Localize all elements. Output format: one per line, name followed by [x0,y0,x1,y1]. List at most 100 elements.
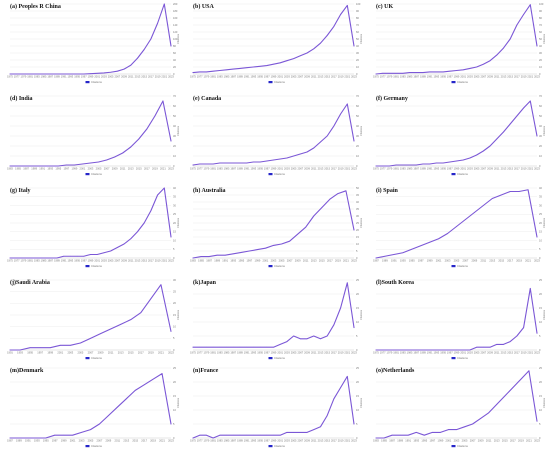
data-point [395,164,397,166]
data-point [509,123,511,125]
data-point [206,346,207,348]
y-tick-label: 15 [356,394,359,398]
x-tick-label: 1999 [271,75,277,79]
x-tick-label: 1989 [214,259,220,263]
x-tick-label: 1991 [39,167,45,171]
data-point [518,191,520,192]
data-point [259,434,261,436]
x-tick-label: 2009 [121,259,127,263]
series-line [9,100,172,167]
x-tick-label: 2013 [118,351,124,355]
x-tick-label: 2011 [128,75,134,79]
series-line [9,284,172,351]
data-point [383,437,385,439]
x-tick-label: 2011 [303,259,309,263]
data-point [116,406,118,408]
x-tick-label: 2013 [135,259,141,263]
legend-label: Citations [274,264,285,268]
x-tick-label: 1985 [407,167,413,171]
x-tick-label: 2017 [148,75,154,79]
x-tick-label: 1995 [257,439,263,443]
x-tick-label: 2023 [351,167,357,171]
x-tick-label: 1995 [55,167,61,171]
x-tick-label: 1995 [440,75,446,79]
data-point [313,429,315,430]
y-tick-label: 5 [539,422,541,426]
data-point [150,298,152,300]
legend-label: Citations [91,172,102,176]
data-point [45,437,47,439]
y-tick-label: 20 [356,228,359,232]
x-tick-label: 1977 [197,75,203,79]
x-tick-label: 2007 [88,351,94,355]
y-tick-label: 25 [173,290,176,294]
legend-swatch [268,265,273,268]
data-point [122,152,124,154]
data-point [476,154,477,156]
x-tick-label: 1989 [397,439,403,443]
data-point [353,229,355,231]
y-tick-label: 160 [173,16,178,20]
x-tick-label: 2007 [480,351,486,355]
data-point [192,72,194,73]
x-tick-label: 2013 [128,167,134,171]
x-tick-label: 2003 [88,167,94,171]
chart-panel: (i) Spain 0 5 10 15 20 25 30 35 40 Citations 1987 19… [367,184,550,275]
line-chart: 0 10 20 30 40 50 60 70 Citations 1983 1985 1987 1989… [7,94,180,176]
y-tick-label: 10 [539,408,542,412]
y-tick-label: 20 [173,380,176,384]
x-tick-label: 2015 [324,351,330,355]
data-point [423,434,425,436]
x-tick-label: 2017 [144,167,150,171]
y-tick-label: 60 [356,104,359,108]
data-point [9,349,11,351]
data-point [206,434,207,436]
y-tick-label: 20 [173,221,176,225]
data-point [239,68,241,69]
data-point [232,346,234,348]
x-tick-label: 1999 [255,259,261,263]
y-tick-label: 35 [356,207,359,211]
data-point [103,72,105,74]
data-point [212,163,214,165]
y-tick-label: 10 [173,238,176,242]
data-point [266,160,268,162]
y-tick-label: 5 [356,334,358,338]
x-tick-label: 1977 [197,439,203,443]
data-point [143,384,145,386]
series-line [375,287,538,351]
data-point [163,3,165,5]
data-point [306,151,308,153]
y-tick-label: 5 [173,422,175,426]
data-point [447,233,448,234]
x-tick-label: 2021 [527,75,533,79]
chart-panel: (a) Peoples R China 0 20 40 60 80 100 120 140 160… [1,0,184,91]
data-point [199,163,201,165]
x-tick-label: 2019 [155,75,161,79]
x-tick-label: 1991 [61,259,67,263]
x-tick-label: 2005 [474,351,480,355]
data-point [216,254,218,256]
y-tick-label: 10 [356,154,359,158]
data-point [170,45,172,47]
x-tick-label: 2007 [114,259,120,263]
data-point [138,138,140,140]
x-tick-label: 1991 [244,75,250,79]
data-point [382,349,384,351]
y-tick-label: 20 [173,144,176,148]
y-tick-label: 15 [173,230,176,234]
data-point [66,164,67,166]
x-tick-label: 2023 [351,439,357,443]
x-tick-label: 1979 [21,75,27,79]
y-tick-label: 140 [173,23,178,27]
x-tick-label: 2021 [161,75,167,79]
data-point [462,69,464,71]
data-point [456,349,457,351]
x-tick-label: 1995 [27,351,33,355]
x-tick-label: 1983 [7,167,13,171]
data-point [199,71,201,73]
x-tick-label: 2003 [467,75,473,79]
data-point [337,193,339,194]
data-point [462,349,464,351]
y-tick-label: 30 [356,134,359,138]
